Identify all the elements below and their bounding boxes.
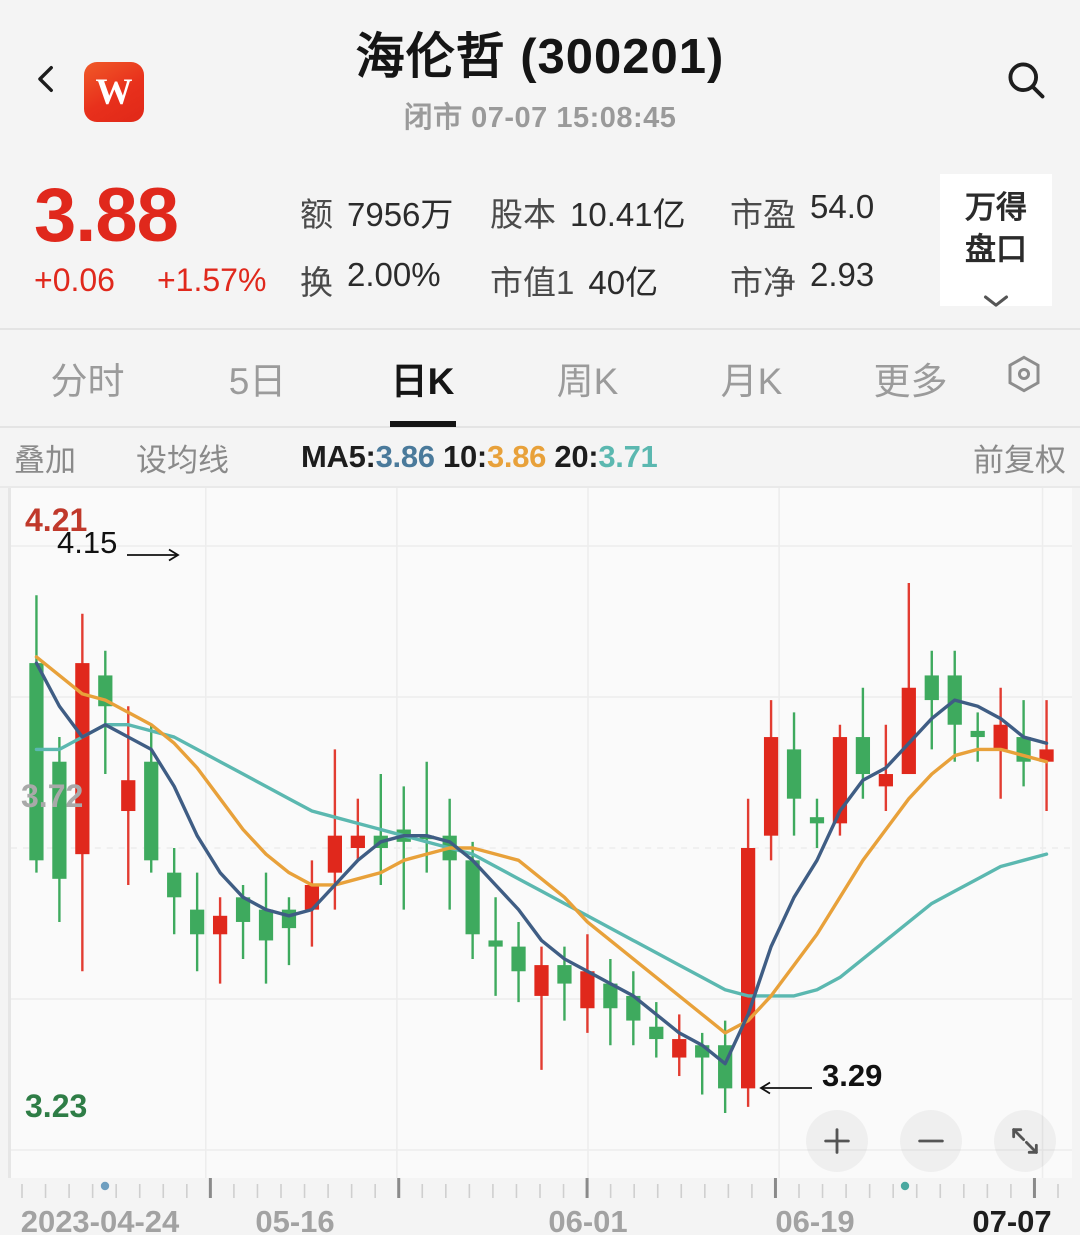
tab-label: 5日 bbox=[228, 361, 287, 402]
stat-value: 40亿 bbox=[588, 264, 659, 301]
tab-label: 月K bbox=[720, 361, 783, 402]
tab-fenshi[interactable]: 分时 bbox=[0, 351, 175, 405]
chart-x-axis: 2023-04-24 05-16 06-01 06-19 07-07 bbox=[0, 1178, 1080, 1235]
stat-pe: 市盈 54.0 bbox=[730, 188, 945, 256]
annotation-low-text: 3.29 bbox=[822, 1058, 883, 1093]
fullscreen-button[interactable] bbox=[994, 1110, 1056, 1172]
market-status: 闭市 07-07 15:08:45 bbox=[403, 102, 677, 134]
search-icon[interactable] bbox=[1004, 58, 1048, 102]
price-label-mid: 3.72 bbox=[21, 778, 84, 814]
stat-label: 市值1 bbox=[490, 264, 575, 301]
ma20-value: 3.71 bbox=[598, 439, 658, 474]
x-tick-label: 06-19 bbox=[775, 1204, 855, 1235]
tab-label: 周K bbox=[556, 361, 619, 402]
x-tick-label: 07-07 bbox=[972, 1204, 1052, 1235]
stat-value: 54.0 bbox=[810, 188, 875, 225]
ma5-value: 3.86 bbox=[375, 439, 435, 474]
chart-period-tabs: 分时 5日 日K 周K 月K 更多 bbox=[0, 330, 1080, 428]
overlay-button[interactable]: 叠加 bbox=[14, 442, 76, 478]
zoom-out-button[interactable] bbox=[900, 1110, 962, 1172]
x-tick-label: 05-16 bbox=[255, 1204, 335, 1235]
stat-label: 市净 bbox=[730, 264, 796, 301]
chevron-down-icon bbox=[982, 278, 1010, 307]
stat-value: 7956万 bbox=[347, 196, 454, 233]
candlestick-chart[interactable]: 4.21 3.72 3.23 4.15 3.29 bbox=[8, 488, 1072, 1178]
stat-label: 额 bbox=[300, 196, 333, 233]
last-price: 3.88 bbox=[34, 173, 179, 258]
ma10-label: 10: bbox=[443, 439, 487, 474]
stat-amount: 额 7956万 bbox=[300, 188, 490, 256]
change-percent: +1.57% bbox=[156, 262, 267, 298]
stat-label: 市盈 bbox=[730, 196, 796, 233]
adjust-mode-button[interactable]: 前复权 bbox=[973, 442, 1066, 478]
title-block: 海伦哲 (300201) 闭市 07-07 15:08:45 bbox=[0, 26, 1080, 136]
stat-label: 换 bbox=[300, 264, 333, 301]
panko-line-2: 盘口 bbox=[965, 231, 1027, 267]
panko-line-1: 万得 bbox=[965, 189, 1027, 225]
price-label-low: 3.23 bbox=[25, 1088, 88, 1124]
annotation-high-text: 4.15 bbox=[57, 525, 118, 560]
tab-label: 日K bbox=[390, 361, 455, 402]
annotation-low: 3.29 bbox=[756, 1058, 883, 1095]
arrow-right-icon bbox=[127, 535, 183, 562]
stat-label: 股本 bbox=[490, 196, 556, 233]
zoom-in-button[interactable] bbox=[806, 1110, 868, 1172]
stat-value: 2.00% bbox=[347, 256, 441, 293]
indicator-bar: 叠加 设均线 MA5:3.86 10:3.86 20:3.71 前复权 bbox=[0, 428, 1080, 488]
back-chevron-icon[interactable] bbox=[30, 62, 64, 96]
chart-settings-button[interactable] bbox=[988, 353, 1060, 404]
annotation-high: 4.15 bbox=[57, 525, 183, 562]
tab-label: 更多 bbox=[873, 361, 948, 402]
ma20-label: 20: bbox=[554, 439, 599, 474]
ma-readout: MA5:3.86 10:3.86 20:3.71 bbox=[301, 439, 658, 475]
change-absolute: +0.06 bbox=[34, 262, 115, 298]
wind-orderbook-button[interactable]: 万得 盘口 bbox=[940, 174, 1052, 307]
stat-value: 2.93 bbox=[810, 256, 875, 293]
x-tick-label: 2023-04-24 bbox=[20, 1204, 180, 1235]
chart-controls bbox=[806, 1110, 1056, 1172]
x-tick-label: 06-01 bbox=[548, 1204, 628, 1235]
stat-market-cap: 市值1 40亿 bbox=[490, 256, 730, 314]
app-header: W 海伦哲 (300201) 闭市 07-07 15:08:45 bbox=[0, 0, 1080, 160]
price-label-high: 4.21 bbox=[25, 502, 88, 538]
price-column: 3.88 +0.06 +1.57% bbox=[34, 174, 266, 299]
tab-monthly-k[interactable]: 月K bbox=[670, 351, 833, 405]
set-ma-button[interactable]: 设均线 bbox=[136, 442, 229, 478]
stat-pb: 市净 2.93 bbox=[730, 256, 945, 314]
tab-5day[interactable]: 5日 bbox=[175, 351, 340, 405]
arrow-left-icon bbox=[756, 1068, 812, 1095]
tab-daily-k[interactable]: 日K bbox=[340, 351, 505, 405]
stat-value: 10.41亿 bbox=[570, 196, 686, 233]
axis-ticks bbox=[21, 1178, 1059, 1198]
tab-weekly-k[interactable]: 周K bbox=[505, 351, 670, 405]
ma5-label: MA5: bbox=[301, 439, 376, 474]
tab-more[interactable]: 更多 bbox=[833, 351, 988, 405]
tab-label: 分时 bbox=[50, 361, 125, 402]
ma10-value: 3.86 bbox=[486, 439, 547, 474]
logo-text: W bbox=[95, 71, 133, 113]
chart-canvas[interactable] bbox=[11, 488, 1072, 1178]
hexagon-settings-icon bbox=[1003, 355, 1045, 403]
wind-logo[interactable]: W bbox=[84, 62, 144, 122]
stat-turnover: 换 2.00% bbox=[300, 256, 490, 314]
quote-panel: 3.88 +0.06 +1.57% 额 7956万 股本 10.41亿 市盈 5… bbox=[0, 160, 1080, 330]
statistics-grid: 额 7956万 股本 10.41亿 市盈 54.0 换 2.00% 市值1 40… bbox=[300, 188, 945, 314]
page-title: 海伦哲 (300201) bbox=[355, 30, 725, 84]
change-row: +0.06 +1.57% bbox=[34, 262, 266, 299]
stat-shares: 股本 10.41亿 bbox=[490, 188, 730, 256]
